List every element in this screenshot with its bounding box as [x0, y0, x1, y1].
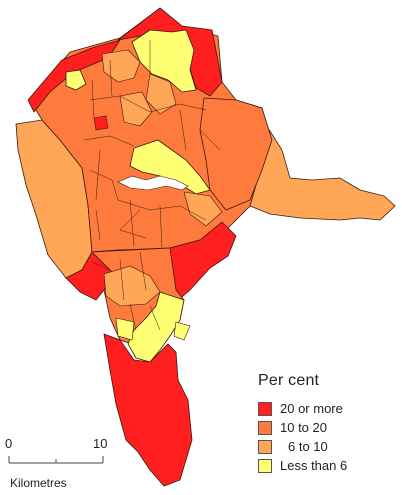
legend: Per cent 20 or more 10 to 20 6 to 10 Les…	[258, 372, 398, 476]
legend-label: 10 to 20	[280, 420, 327, 435]
legend-item-20-or-more: 20 or more	[258, 400, 398, 417]
legend-swatch	[258, 458, 272, 473]
legend-item-less-than-6: Less than 6	[258, 457, 398, 474]
legend-item-6-to-10: 6 to 10	[258, 438, 398, 455]
region-south	[65, 221, 237, 487]
legend-swatch	[258, 401, 272, 416]
legend-title: Per cent	[258, 372, 320, 389]
scale-start-label: 0	[5, 436, 13, 451]
scale-end-label: 10	[93, 436, 108, 451]
legend-swatch	[258, 439, 272, 454]
region-main-body	[27, 7, 273, 253]
scale-bar-line	[8, 456, 104, 464]
legend-label: Less than 6	[280, 458, 348, 473]
legend-label: 6 to 10	[288, 439, 328, 454]
scale-unit-label: Kilometres	[10, 476, 67, 490]
legend-label: 20 or more	[280, 401, 343, 416]
scale-bar: 0 10 Kilometres	[5, 436, 115, 491]
legend-item-10-to-20: 10 to 20	[258, 419, 398, 436]
legend-swatch	[258, 420, 272, 435]
